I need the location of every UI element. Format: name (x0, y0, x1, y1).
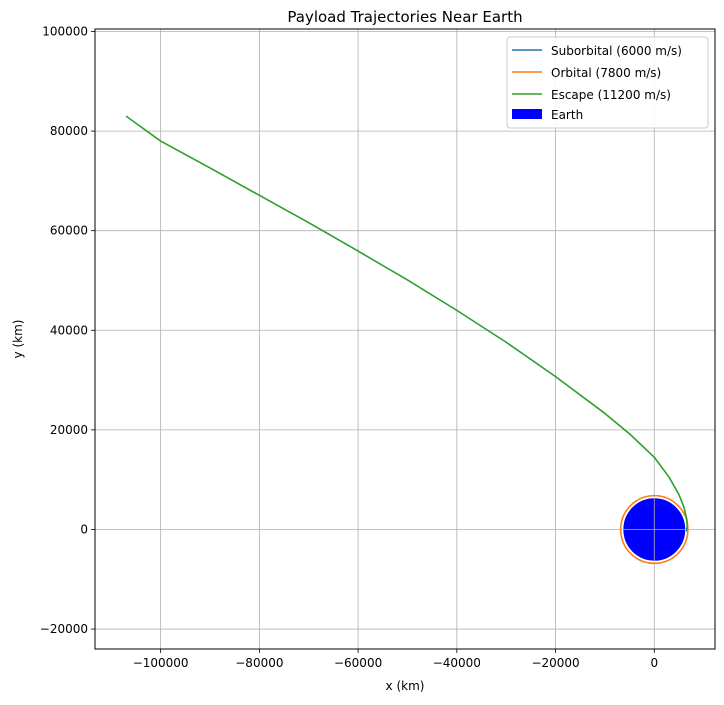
y-tick-label: 80000 (50, 124, 88, 138)
x-tick-label: −60000 (334, 656, 382, 670)
legend-swatch-earth (512, 109, 542, 119)
legend-label-orbital: Orbital (7800 m/s) (551, 66, 661, 80)
x-tick-label: −20000 (531, 656, 579, 670)
y-tick-label: 0 (80, 522, 88, 536)
legend-label-earth: Earth (551, 108, 583, 122)
legend-label-suborbital: Suborbital (6000 m/s) (551, 44, 682, 58)
x-tick-label: 0 (650, 656, 658, 670)
y-tick-label: 100000 (42, 24, 88, 38)
x-axis-label: x (km) (386, 679, 425, 693)
y-axis-label: y (km) (11, 320, 25, 359)
y-tick-label: 20000 (50, 423, 88, 437)
legend-label-escape: Escape (11200 m/s) (551, 88, 671, 102)
y-tick-label: 40000 (50, 323, 88, 337)
y-tick-label: −20000 (40, 622, 88, 636)
x-tick-label: −80000 (235, 656, 283, 670)
x-tick-label: −40000 (433, 656, 481, 670)
x-tick-label: −100000 (133, 656, 189, 670)
chart-title: Payload Trajectories Near Earth (287, 8, 522, 26)
legend: Suborbital (6000 m/s) Orbital (7800 m/s)… (507, 37, 708, 128)
y-tick-label: 60000 (50, 224, 88, 238)
